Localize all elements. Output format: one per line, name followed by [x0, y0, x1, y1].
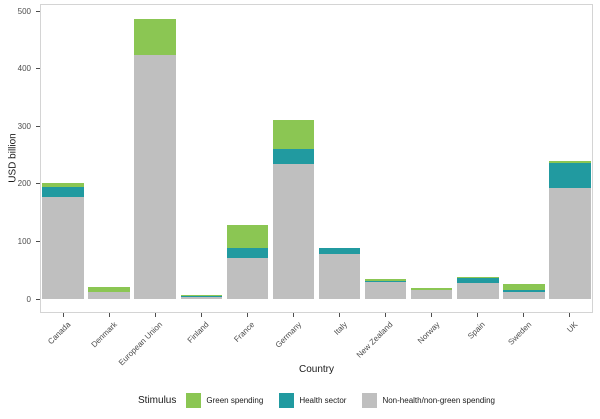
y-tick-label: 500 — [17, 6, 31, 16]
bar-segment — [549, 163, 591, 189]
bar-segment — [42, 187, 84, 198]
bar-segment — [410, 289, 453, 299]
plot-panel — [40, 4, 593, 313]
x-tick-label: Germany — [273, 320, 303, 350]
legend-item-label: Non-health/non-green spending — [382, 395, 495, 405]
x-tick-mark — [62, 313, 64, 317]
bar-segment — [318, 254, 361, 299]
x-tick-label: Spain — [466, 320, 488, 341]
bar-segment — [134, 19, 176, 55]
x-tick-label: European Union — [117, 320, 165, 368]
bar-segment — [42, 183, 84, 188]
bar-segment — [457, 277, 499, 278]
legend-title: Stimulus — [138, 394, 177, 406]
bar-segment — [457, 283, 499, 299]
y-tick-label: 100 — [17, 236, 31, 246]
x-tick-mark — [292, 313, 294, 317]
y-tick-mark — [36, 68, 40, 70]
y-tick-mark — [36, 298, 40, 300]
legend-swatch — [362, 392, 378, 408]
bar-segment — [272, 148, 315, 164]
x-tick-mark — [154, 313, 156, 317]
bar-segment — [364, 280, 407, 282]
bar-segment — [180, 295, 223, 298]
bar-segment — [272, 119, 315, 149]
x-tick-mark — [385, 313, 387, 317]
bar-segment — [226, 248, 269, 259]
legend-item: Non-health/non-green spending — [362, 392, 495, 408]
bar-segment — [549, 188, 591, 299]
bar-segment — [272, 163, 315, 299]
x-tick-label: Norway — [415, 320, 442, 346]
legend-item: Health sector — [279, 392, 347, 408]
y-tick-label: 300 — [17, 121, 31, 131]
x-tick-label: Denmark — [89, 320, 119, 350]
bar-segment — [410, 288, 453, 290]
x-tick-mark — [246, 313, 248, 317]
bar-segment — [549, 160, 591, 164]
bar-segment — [88, 291, 130, 299]
x-tick-mark — [477, 313, 479, 317]
x-tick-label: New Zealand — [355, 320, 395, 360]
bar-segment — [457, 277, 499, 284]
x-tick-label: Canada — [46, 320, 73, 347]
bar-segment — [226, 258, 269, 299]
bar-segment — [180, 297, 223, 299]
x-tick-mark — [108, 313, 110, 317]
legend-item-label: Health sector — [299, 395, 347, 405]
x-tick-label: France — [232, 320, 257, 344]
legend: Stimulus Green spending Health sector Non-… — [40, 389, 593, 411]
x-tick-mark — [339, 313, 341, 317]
y-tick-mark — [36, 183, 40, 185]
x-tick-label: Italy — [332, 320, 349, 337]
x-axis-title: Country — [298, 364, 334, 375]
bar-segment — [226, 225, 269, 249]
bar-segment — [503, 284, 545, 290]
bar-segment — [134, 54, 176, 299]
x-tick-mark — [523, 313, 525, 317]
legend-item: Green spending — [186, 392, 264, 408]
y-tick-label: 200 — [17, 179, 31, 189]
x-tick-mark — [431, 313, 433, 317]
bar-segment — [42, 197, 84, 299]
y-tick-mark — [36, 125, 40, 127]
y-tick-label: 0 — [26, 294, 31, 304]
bar-segment — [318, 248, 361, 255]
bar-segment — [364, 281, 407, 299]
bar-segment — [364, 278, 407, 281]
y-axis-title: USD billion — [7, 133, 19, 183]
y-tick-label: 400 — [17, 64, 31, 74]
x-tick-label: UK — [565, 320, 580, 335]
x-tick-mark — [569, 313, 571, 317]
x-tick-mark — [200, 313, 202, 317]
y-tick-mark — [36, 10, 40, 12]
bar-segment — [180, 294, 223, 296]
legend-item-label: Green spending — [206, 395, 264, 405]
x-tick-label: Finland — [185, 320, 211, 345]
legend-swatch — [279, 392, 295, 408]
x-tick-label: Sweden — [506, 320, 534, 347]
bar-segment — [503, 291, 545, 299]
bar-segment — [503, 289, 545, 292]
legend-swatch — [186, 392, 202, 408]
y-tick-mark — [36, 240, 40, 242]
bar-segment — [88, 287, 130, 292]
